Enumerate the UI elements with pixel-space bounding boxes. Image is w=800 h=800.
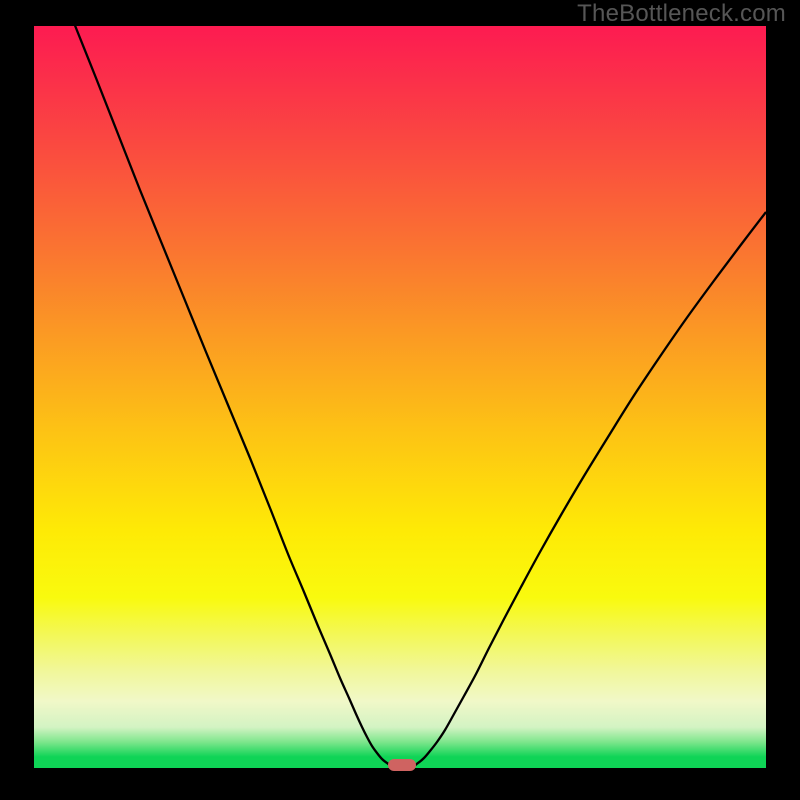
chart-svg [0, 0, 800, 800]
optimal-marker [388, 759, 416, 771]
chart-canvas: TheBottleneck.com [0, 0, 800, 800]
chart-plot-area [34, 26, 766, 768]
